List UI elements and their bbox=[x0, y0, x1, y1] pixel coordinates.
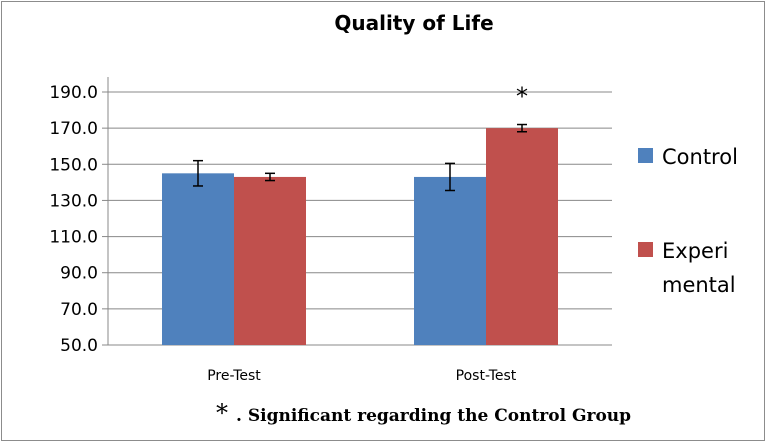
y-axis: 190.0 170.0 150.0 130.0 110.0 90.0 70.0 50.0 bbox=[49, 77, 612, 356]
y-tick-label: 130.0 bbox=[49, 191, 98, 211]
y-tick-label: 50.0 bbox=[60, 336, 98, 356]
y-tick-label: 170.0 bbox=[49, 119, 98, 139]
error-bar bbox=[517, 123, 527, 133]
error-bar bbox=[445, 162, 455, 192]
legend-swatch-control bbox=[638, 148, 653, 163]
bar-control-post-test bbox=[414, 176, 486, 345]
error-bar bbox=[265, 172, 275, 182]
error-bars bbox=[193, 123, 527, 192]
legend-label-control: Control bbox=[662, 145, 738, 169]
bar-experimental-post-test bbox=[486, 128, 558, 345]
chart-title: Quality of Life bbox=[334, 11, 493, 35]
y-tick-label: 150.0 bbox=[49, 155, 98, 175]
bar-experimental-pre-test bbox=[234, 176, 306, 345]
y-tick-label: 70.0 bbox=[60, 300, 98, 320]
significance-marker: * bbox=[516, 83, 528, 111]
x-tick-label: Pre-Test bbox=[207, 368, 261, 384]
error-bar bbox=[193, 159, 203, 187]
legend-label-experimental: mental bbox=[662, 273, 736, 297]
y-tick-label: 90.0 bbox=[60, 264, 98, 284]
bars bbox=[162, 128, 558, 345]
y-tick-label: 110.0 bbox=[49, 228, 98, 248]
bar-control-pre-test bbox=[162, 173, 234, 345]
x-axis-labels: Pre-Test Post-Test bbox=[207, 368, 517, 384]
footnote-text: . Significant regarding the Control Grou… bbox=[236, 406, 631, 426]
x-tick-label: Post-Test bbox=[456, 368, 517, 384]
legend-label-experimental: Experi bbox=[662, 239, 728, 263]
legend: Control Experi mental bbox=[638, 145, 738, 297]
legend-swatch-experimental bbox=[638, 242, 653, 257]
footnote-marker: * bbox=[216, 399, 228, 427]
y-tick-label: 190.0 bbox=[49, 83, 98, 103]
